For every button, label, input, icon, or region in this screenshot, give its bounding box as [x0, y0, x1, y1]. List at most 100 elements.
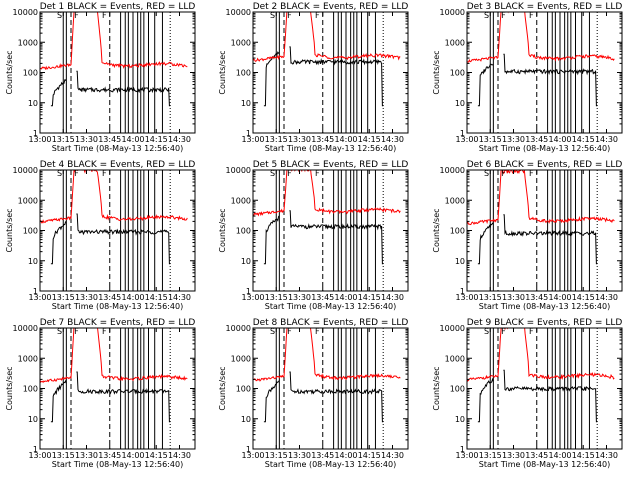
time-markers	[62, 170, 171, 291]
x-axis-label: Start Time (08-May-13 12:56:40)	[52, 144, 183, 153]
x-tick-label: 14:15	[145, 135, 168, 144]
x-axis-label: Start Time (08-May-13 12:56:40)	[265, 460, 396, 469]
x-tick-label: 14:30	[595, 293, 618, 302]
panel-title: Det 3 BLACK = Events, RED = LLD	[467, 2, 623, 12]
y-tick-label: 1000	[445, 354, 465, 363]
x-tick-label: 13:45	[311, 135, 334, 144]
y-axis-label: Counts/sec	[432, 208, 441, 252]
y-axis-label: Counts/sec	[5, 366, 14, 410]
x-axis-label: Start Time (08-May-13 12:56:40)	[52, 302, 183, 311]
x-tick-label: 13:45	[98, 293, 121, 302]
x-tick-label: 13:45	[525, 293, 548, 302]
x-tick-label: 14:15	[145, 451, 168, 460]
x-tick-label: 13:00	[455, 293, 478, 302]
y-tick-label: 1000	[18, 354, 38, 363]
y-tick-label: 100	[23, 69, 38, 78]
x-tick-label: 13:00	[455, 451, 478, 460]
events-trace-segment	[50, 78, 67, 107]
lld-trace	[467, 328, 615, 382]
marker-annotation: S	[484, 11, 489, 20]
x-tick-label: 13:45	[311, 451, 334, 460]
x-tick-label: 14:00	[334, 451, 357, 460]
x-tick-label: 13:30	[75, 293, 98, 302]
y-tick-label: 100	[23, 385, 38, 394]
marker-annotation: F	[315, 11, 320, 20]
x-tick-label: 14:00	[334, 293, 357, 302]
lld-trace	[40, 328, 188, 384]
time-markers	[275, 328, 384, 449]
x-tick-label: 13:15	[52, 451, 75, 460]
x-tick-label: 13:30	[288, 293, 311, 302]
x-tick-label: 14:15	[358, 135, 381, 144]
events-trace-segment	[263, 380, 280, 423]
y-tick-label: 10	[455, 415, 465, 424]
y-tick-label: 1	[460, 129, 465, 138]
marker-annotation: S	[484, 327, 489, 336]
events-trace-segment	[263, 51, 280, 107]
x-tick-label: 13:00	[241, 293, 264, 302]
time-markers	[275, 12, 384, 133]
time-markers	[275, 170, 384, 291]
marker-annotation: F	[287, 11, 292, 20]
marker-annotation: F	[102, 11, 107, 20]
marker-annotation: F	[287, 169, 292, 178]
traces	[40, 12, 188, 107]
x-tick-label: 13:15	[479, 135, 502, 144]
y-tick-label: 1000	[231, 354, 251, 363]
panel-title: Det 9 BLACK = Events, RED = LLD	[467, 318, 623, 328]
y-tick-label: 10	[241, 99, 251, 108]
x-tick-label: 14:30	[595, 451, 618, 460]
x-tick-label: 14:00	[548, 451, 571, 460]
y-tick-label: 10	[455, 99, 465, 108]
x-tick-label: 14:00	[121, 451, 144, 460]
x-tick-label: 14:30	[595, 135, 618, 144]
panel-title: Det 1 BLACK = Events, RED = LLD	[40, 2, 196, 12]
x-tick-label: 13:15	[265, 293, 288, 302]
x-tick-label: 13:45	[525, 135, 548, 144]
traces	[253, 328, 401, 423]
x-tick-label: 13:45	[311, 293, 334, 302]
events-trace-segment	[503, 53, 598, 107]
marker-annotation: F	[287, 327, 292, 336]
panel-title: Det 5 BLACK = Events, RED = LLD	[253, 160, 409, 170]
y-tick-label: 100	[23, 227, 38, 236]
lld-trace	[253, 12, 401, 62]
y-tick-label: 100	[450, 227, 465, 236]
y-axis-label: Counts/sec	[432, 366, 441, 410]
marker-annotation: F	[529, 169, 534, 178]
marker-annotation: F	[102, 327, 107, 336]
marker-annotation: S	[270, 327, 275, 336]
lld-trace	[253, 170, 401, 217]
events-trace-segment	[76, 70, 171, 107]
lld-trace	[467, 170, 615, 226]
marker-annotation: S	[484, 169, 489, 178]
time-markers	[489, 170, 598, 291]
y-tick-label: 10000	[13, 166, 38, 175]
marker-annotation: F	[102, 169, 107, 178]
y-tick-label: 1	[246, 445, 251, 454]
y-tick-label: 100	[450, 385, 465, 394]
y-tick-label: 1000	[18, 38, 38, 47]
y-axis-label: Counts/sec	[218, 208, 227, 252]
y-tick-label: 10	[28, 257, 38, 266]
marker-annotation: S	[270, 169, 275, 178]
x-tick-label: 13:15	[479, 451, 502, 460]
y-tick-label: 10000	[440, 166, 465, 175]
marker-annotation: F	[529, 327, 534, 336]
y-tick-label: 1	[246, 287, 251, 296]
traces	[467, 170, 615, 265]
y-tick-label: 1	[460, 445, 465, 454]
y-tick-label: 1000	[445, 38, 465, 47]
marker-annotation: F	[315, 169, 320, 178]
y-tick-label: 100	[236, 227, 251, 236]
events-trace-segment	[289, 371, 384, 423]
x-tick-label: 14:15	[358, 293, 381, 302]
x-tick-label: 13:30	[502, 293, 525, 302]
